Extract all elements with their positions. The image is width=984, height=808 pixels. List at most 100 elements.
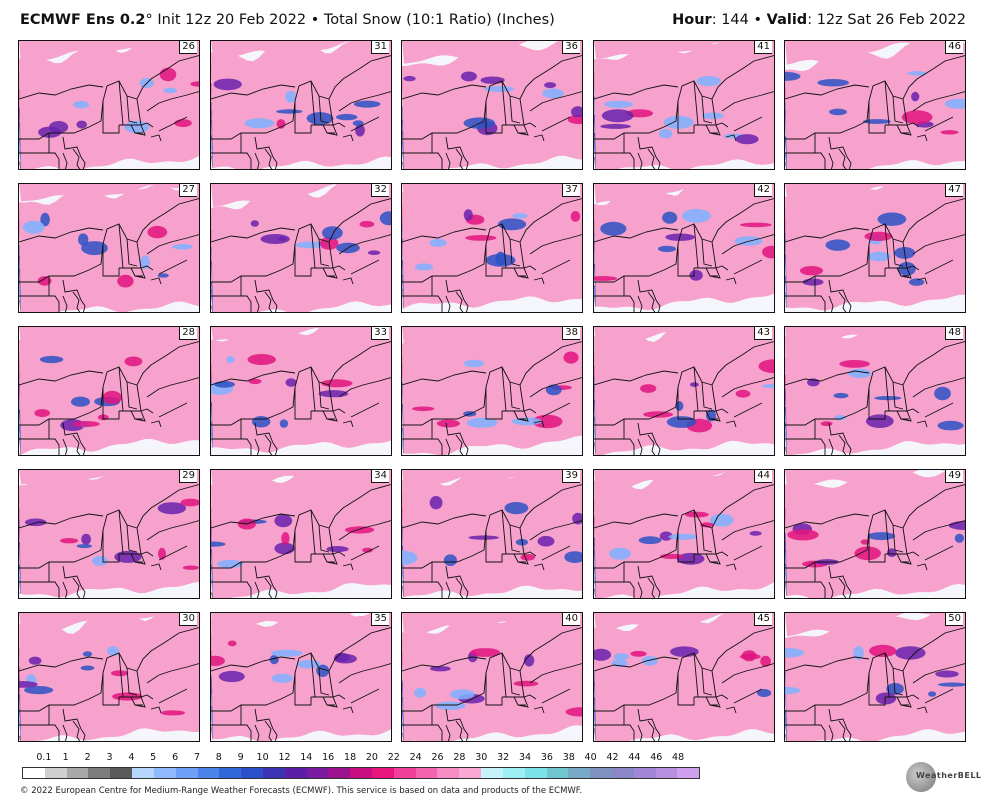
snow-blob	[82, 651, 93, 657]
snow-blob	[81, 533, 91, 545]
boundary-line	[541, 545, 571, 561]
no-snow-area	[791, 441, 965, 455]
snow-blob	[749, 531, 762, 536]
snowfall-map-32	[211, 184, 391, 312]
boundary-line	[102, 530, 120, 563]
boundary-line	[721, 377, 774, 398]
boundary-line	[62, 136, 82, 158]
boundary-line	[838, 720, 847, 741]
boundary-line	[694, 696, 721, 708]
weatherbell-logo: WeatherBELL	[904, 758, 981, 798]
snow-blob	[211, 541, 226, 547]
boundary-line	[211, 370, 296, 386]
colorbar-tick-label: 26	[431, 752, 444, 763]
snow-blob	[609, 547, 632, 560]
member-number: 38	[562, 327, 580, 340]
boundary-line	[838, 577, 847, 598]
snow-blob	[436, 419, 460, 428]
snow-blob	[252, 416, 271, 428]
pink-light-top-area	[211, 613, 388, 634]
boundary-line	[445, 724, 451, 741]
member-number: 28	[179, 327, 197, 340]
boundary-line	[637, 136, 657, 158]
ensemble-panel-36: 36	[401, 40, 583, 170]
boundary-line	[102, 244, 120, 277]
boundary-line	[72, 291, 81, 312]
no-snow-area	[813, 729, 965, 741]
snow-blob	[761, 383, 774, 389]
colorbar-tick-label: 6	[172, 752, 179, 763]
boundary-line	[594, 341, 774, 426]
snow-blob	[362, 547, 373, 553]
boundary-line	[211, 513, 296, 529]
boundary-line	[885, 267, 912, 279]
boundary-line	[838, 434, 847, 455]
boundary-line	[785, 152, 826, 169]
boundary-line	[885, 553, 912, 565]
colorbar-segment	[393, 768, 416, 778]
boundary-line	[146, 663, 199, 684]
member-number: 35	[371, 613, 389, 626]
boundary-line	[594, 84, 679, 100]
pink-light-top-area	[211, 184, 374, 208]
snowfall-map-50	[785, 613, 965, 741]
snow-blob	[907, 71, 927, 76]
header: ECMWF Ens 0.2° Init 12z 20 Feb 2022 • To…	[0, 0, 984, 40]
snow-blob	[285, 378, 297, 387]
snow-blob	[279, 419, 289, 428]
boundary-line	[402, 198, 582, 283]
boundary-line	[868, 101, 886, 134]
colorbar-tick-label: 14	[300, 752, 313, 763]
colorbar-tick-label: 1	[62, 752, 69, 763]
colorbar-segment	[459, 768, 482, 778]
snow-blob	[352, 120, 364, 127]
boundary-line	[733, 688, 763, 704]
boundary-line	[402, 295, 443, 312]
boundary-line	[402, 656, 487, 672]
boundary-line	[677, 101, 695, 134]
boundary-line	[902, 98, 920, 128]
init-time: Init 12z 20 Feb 2022	[157, 12, 307, 28]
colorbar-tick-label: 42	[606, 752, 619, 763]
colorbar-tick-label: 0.1	[36, 752, 52, 763]
snow-blob	[34, 409, 50, 418]
hour-value: : 144	[711, 12, 749, 28]
snow-blob	[833, 392, 849, 399]
boundary-line	[594, 198, 774, 283]
boundary-line	[892, 238, 904, 267]
snow-blob	[180, 498, 199, 507]
boundary-line	[158, 116, 188, 132]
boundary-line	[350, 116, 380, 132]
boundary-line	[785, 55, 965, 140]
no-snow-area	[211, 440, 391, 455]
boundary-line	[136, 670, 154, 700]
boundary-line	[272, 299, 278, 312]
colorbar-segment	[677, 768, 700, 778]
boundary-line	[136, 98, 154, 128]
colorbar-segment	[502, 768, 525, 778]
snow-blob	[271, 673, 293, 683]
snow-blob	[465, 235, 497, 241]
snow-blob	[520, 554, 536, 561]
snow-blob	[480, 76, 505, 84]
boundary-line	[158, 402, 188, 418]
boundary-line	[62, 422, 82, 444]
degree-symbol: °	[145, 12, 153, 28]
snow-blob	[247, 354, 276, 365]
boundary-line	[637, 708, 657, 730]
snow-blob	[336, 113, 358, 121]
colorbar-tick-label: 30	[475, 752, 488, 763]
snow-blob	[662, 211, 678, 224]
snow-blob	[613, 653, 629, 661]
snow-blob	[190, 81, 199, 87]
member-number: 26	[179, 41, 197, 54]
boundary-line	[594, 438, 635, 455]
snow-blob	[485, 253, 516, 267]
colorbar-tick-label: 16	[322, 752, 335, 763]
boundary-line	[294, 101, 312, 134]
boundary-line	[711, 384, 729, 414]
snowfall-map-39	[402, 470, 582, 598]
logo-text: WeatherBELL	[916, 771, 982, 780]
colorbar-segment	[372, 768, 394, 778]
boundary-line	[62, 708, 82, 730]
